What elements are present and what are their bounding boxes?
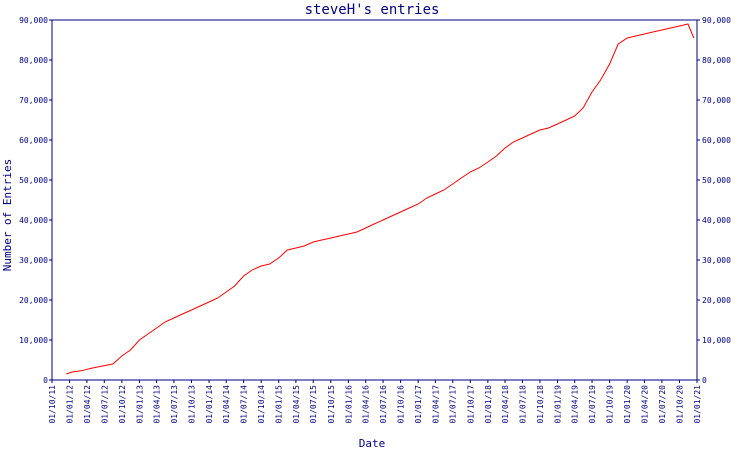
x-tick-label: 01/01/15 <box>275 385 284 424</box>
y-tick-label-right: 40,000 <box>702 216 731 225</box>
y-tick-label-right: 20,000 <box>702 296 731 305</box>
y-tick-label-right: 0 <box>702 376 707 385</box>
x-tick-label: 01/07/12 <box>100 385 109 424</box>
x-tick-label: 01/04/20 <box>641 385 650 424</box>
x-axis-title: Date <box>359 437 386 450</box>
x-tick-label: 01/01/19 <box>554 385 563 424</box>
y-tick-label-right: 30,000 <box>702 256 731 265</box>
x-tick-label: 01/07/14 <box>240 385 249 424</box>
x-tick-label: 01/10/18 <box>536 385 545 424</box>
x-tick-label: 01/01/17 <box>414 385 423 424</box>
x-tick-label: 01/04/18 <box>501 385 510 424</box>
y-tick-label-left: 70,000 <box>19 96 48 105</box>
y-tick-label-left: 0 <box>43 376 48 385</box>
x-tick-label: 01/10/12 <box>118 385 127 424</box>
x-tick-label: 01/04/15 <box>292 385 301 424</box>
x-tick-label: 01/07/18 <box>518 385 527 424</box>
y-axis-left-ticks: 0 10,000 20,000 30,000 40,000 50,000 60,000 70,… <box>19 16 52 385</box>
y-tick-label-right: 70,000 <box>702 96 731 105</box>
x-tick-label: 01/10/17 <box>466 385 475 424</box>
y-tick-label-left: 90,000 <box>19 16 48 25</box>
x-axis-ticks: 01/10/11 01/01/12 01/04/12 01/07/12 01/10/12… <box>48 380 702 424</box>
x-tick-label: 01/10/16 <box>397 385 406 424</box>
y-tick-label-right: 50,000 <box>702 176 731 185</box>
x-tick-label: 01/04/14 <box>222 385 231 424</box>
x-tick-label: 01/04/17 <box>431 385 440 424</box>
x-tick-label: 01/01/21 <box>693 385 702 424</box>
y-axis-title: Number of Entries <box>1 159 14 272</box>
x-tick-label: 01/10/14 <box>257 385 266 424</box>
x-tick-label: 01/01/13 <box>135 385 144 424</box>
series-group <box>66 23 695 375</box>
x-tick-label: 01/04/16 <box>362 385 371 424</box>
chart-title: steveH's entries <box>305 2 440 18</box>
y-tick-label-left: 30,000 <box>19 256 48 265</box>
y-tick-label-right: 10,000 <box>702 336 731 345</box>
x-tick-label: 01/07/19 <box>588 385 597 424</box>
plot-frame <box>51 19 698 381</box>
x-tick-label: 01/07/15 <box>309 385 318 424</box>
y-tick-label-left: 10,000 <box>19 336 48 345</box>
x-tick-label: 01/04/13 <box>153 385 162 424</box>
x-tick-label: 01/01/16 <box>344 385 353 424</box>
y-tick-label-left: 50,000 <box>19 176 48 185</box>
y-axis-right-ticks: 0 10,000 20,000 30,000 40,000 50,000 60,000 70,… <box>697 16 731 385</box>
x-tick-label: 01/01/14 <box>205 385 214 424</box>
x-tick-label: 01/07/13 <box>170 385 179 424</box>
x-tick-label: 01/07/16 <box>379 385 388 424</box>
y-tick-label-left: 60,000 <box>19 136 48 145</box>
x-tick-label: 01/07/17 <box>449 385 458 424</box>
x-tick-label: 01/01/20 <box>623 385 632 424</box>
x-tick-label: 01/10/20 <box>675 385 684 424</box>
y-tick-label-right: 90,000 <box>702 16 731 25</box>
y-tick-label-right: 80,000 <box>702 56 731 65</box>
x-tick-label: 01/10/19 <box>606 385 615 424</box>
y-tick-label-left: 40,000 <box>19 216 48 225</box>
y-tick-label-left: 80,000 <box>19 56 48 65</box>
y-tick-label-left: 20,000 <box>19 296 48 305</box>
x-tick-label: 01/07/20 <box>658 385 667 424</box>
x-tick-label: 01/10/11 <box>48 385 57 424</box>
x-tick-label: 01/04/19 <box>571 385 580 424</box>
y-tick-label-right: 60,000 <box>702 136 731 145</box>
x-tick-label: 01/01/18 <box>484 385 493 424</box>
x-tick-label: 01/10/13 <box>187 385 196 424</box>
chart-axes <box>51 19 698 381</box>
x-tick-label: 01/10/15 <box>327 385 336 424</box>
x-tick-label: 01/04/12 <box>83 385 92 424</box>
series-line <box>66 23 695 375</box>
x-tick-label: 01/01/12 <box>66 385 75 424</box>
